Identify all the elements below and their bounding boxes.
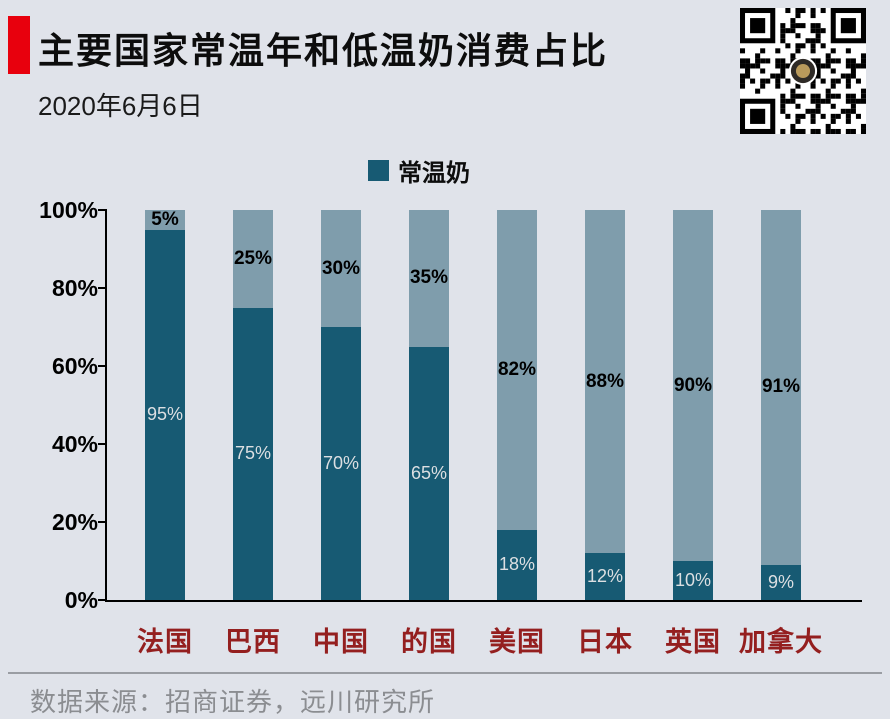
y-axis-label: 0% bbox=[64, 587, 98, 613]
qr-code-svg bbox=[740, 8, 866, 134]
value-label-chilled: 5% bbox=[151, 208, 179, 230]
value-label-chilled: 30% bbox=[321, 257, 361, 279]
bar-column-1: 5% 95% bbox=[145, 208, 185, 600]
segment-ambient-milk: 75% bbox=[233, 307, 273, 600]
segment-chilled-milk: 91% bbox=[761, 210, 801, 565]
x-axis-label: 加拿大 bbox=[739, 627, 823, 657]
y-axis-label: 20% bbox=[51, 509, 98, 535]
value-label-chilled: 90% bbox=[673, 374, 713, 396]
segment-chilled-milk: 82% bbox=[497, 210, 537, 530]
value-label-ambient: 10% bbox=[674, 570, 712, 590]
segment-chilled-milk: 90% bbox=[673, 210, 713, 561]
bar-column-8: 91% 9% bbox=[761, 210, 801, 600]
y-axis-label: 40% bbox=[51, 431, 98, 457]
y-axis-tick bbox=[98, 365, 106, 367]
y-axis-tick bbox=[98, 443, 106, 445]
value-label-chilled: 35% bbox=[409, 267, 449, 289]
value-label-ambient: 9% bbox=[767, 571, 794, 592]
segment-chilled-milk: 35% bbox=[409, 210, 449, 347]
plot-area: 5% 95% 25% 75% 30% 70% 35% 65% 82% 18% 88% 12% 90% 10… bbox=[0, 208, 890, 600]
x-axis-label: 中国 bbox=[313, 627, 369, 657]
qr-code bbox=[740, 8, 866, 134]
value-label-ambient: 65% bbox=[410, 462, 448, 483]
segment-chilled-milk: 30% bbox=[321, 210, 361, 327]
bar-column-5: 82% 18% bbox=[497, 210, 537, 600]
segment-ambient-milk: 70% bbox=[321, 327, 361, 600]
value-label-ambient: 18% bbox=[498, 554, 536, 575]
y-axis-label: 60% bbox=[51, 353, 98, 379]
y-axis-label: 100% bbox=[39, 197, 98, 223]
segment-chilled-milk: 88% bbox=[585, 210, 625, 554]
chart-legend: 常温奶 bbox=[368, 153, 470, 188]
x-axis-label: 美国 bbox=[489, 627, 545, 657]
segment-ambient-milk: 9% bbox=[761, 564, 801, 600]
title-accent-bar bbox=[8, 16, 30, 74]
value-label-chilled: 88% bbox=[585, 370, 625, 392]
y-axis-tick bbox=[98, 287, 106, 289]
x-axis-label: 巴西 bbox=[225, 627, 281, 657]
value-label-chilled: 82% bbox=[497, 358, 537, 380]
footer-source: 数据来源：招商证券，远川研究所 bbox=[30, 687, 436, 717]
segment-chilled-milk: 5% bbox=[145, 208, 185, 230]
date-label: 2020年6月6日 bbox=[38, 91, 203, 121]
value-label-ambient: 75% bbox=[234, 443, 272, 464]
value-label-ambient: 95% bbox=[146, 404, 184, 425]
footer-divider bbox=[8, 672, 882, 674]
y-axis-tick bbox=[98, 599, 106, 601]
legend-label: 常温奶 bbox=[398, 160, 470, 187]
value-label-chilled: 25% bbox=[233, 247, 273, 269]
bar-column-6: 88% 12% bbox=[585, 210, 625, 600]
bar-column-2: 25% 75% bbox=[233, 210, 273, 600]
segment-chilled-milk: 25% bbox=[233, 210, 273, 308]
y-axis-label: 80% bbox=[51, 275, 98, 301]
segment-ambient-milk: 65% bbox=[409, 346, 449, 600]
x-axis-label: 日本 bbox=[577, 627, 633, 657]
y-axis-tick bbox=[98, 209, 106, 211]
legend-swatch-ambient bbox=[368, 160, 389, 181]
segment-ambient-milk: 95% bbox=[145, 229, 185, 600]
x-axis-label: 法国 bbox=[137, 627, 193, 657]
value-label-ambient: 70% bbox=[322, 453, 360, 473]
bar-column-7: 90% 10% bbox=[673, 210, 713, 600]
segment-ambient-milk: 18% bbox=[497, 529, 537, 600]
bar-column-4: 35% 65% bbox=[409, 210, 449, 600]
value-label-ambient: 12% bbox=[586, 566, 624, 587]
x-axis-line bbox=[105, 600, 862, 602]
value-label-chilled: 91% bbox=[761, 376, 801, 398]
segment-ambient-milk: 10% bbox=[673, 561, 713, 600]
segment-ambient-milk: 12% bbox=[585, 553, 625, 600]
x-axis-label: 英国 bbox=[665, 627, 721, 657]
x-axis-label: 的国 bbox=[401, 627, 457, 657]
y-axis-tick bbox=[98, 521, 106, 523]
bar-column-3: 30% 70% bbox=[321, 210, 361, 600]
page-title: 主要国家常温年和低温奶消费占比 bbox=[38, 30, 609, 71]
y-axis-line bbox=[105, 209, 107, 602]
